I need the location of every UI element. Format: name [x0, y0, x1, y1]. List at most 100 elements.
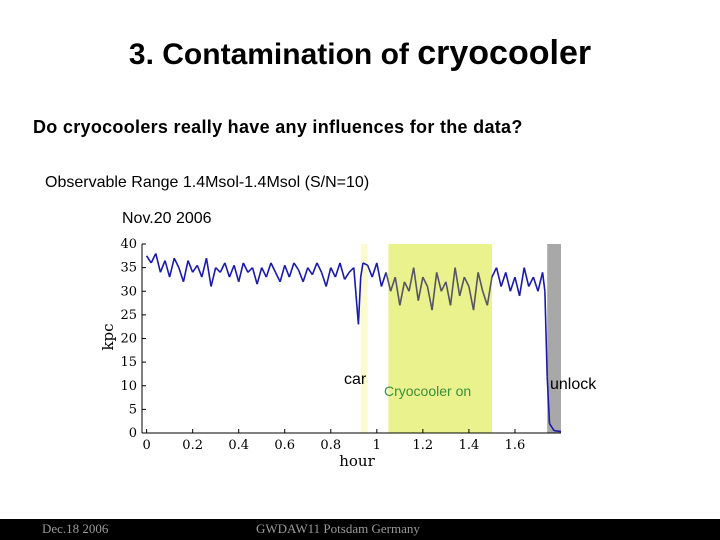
series-segment [224, 262, 231, 278]
car-band [360, 244, 368, 433]
series-segment [330, 267, 337, 278]
series-segment [509, 276, 516, 292]
x-tick-label: 1 [373, 438, 381, 453]
series-segment [449, 267, 456, 306]
series-segment [288, 262, 295, 278]
series-segment [454, 267, 461, 297]
observable-range-text: Observable Range 1.4Msol-1.4Msol (S/N=10… [45, 174, 370, 191]
series-segment [187, 260, 194, 273]
series-segment [553, 429, 562, 433]
x-tick-label: 0.2 [182, 438, 203, 453]
series-segment [173, 257, 180, 268]
unlock-band [547, 244, 561, 433]
title-prefix: 3. Contamination of [128, 38, 418, 71]
series-segment [256, 267, 263, 285]
series-segment [325, 267, 332, 287]
series-segment [463, 276, 470, 287]
series-segment [477, 272, 484, 292]
footer-bar: Dec.18 2006 GWDAW11 Potsdam Germany [0, 519, 720, 540]
series-segment [191, 264, 198, 273]
series-segment [242, 262, 249, 273]
series-segment [544, 291, 548, 377]
x-tick-label: 1.2 [413, 438, 434, 453]
title-emphasis: cryocooler [417, 34, 592, 72]
series-segment [215, 267, 221, 273]
series-segment [155, 253, 162, 273]
series-segment [366, 264, 373, 278]
series-segment [357, 277, 362, 325]
series-segment [339, 262, 346, 280]
series-segment [316, 262, 323, 273]
series-segment [435, 272, 443, 292]
annotation-unlock: unlock [550, 376, 597, 393]
series-segment [412, 267, 420, 301]
series-segment [343, 271, 350, 280]
series-segment [389, 276, 397, 292]
series-segment [353, 267, 357, 297]
chart-series [145, 253, 562, 433]
y-tick-label: 5 [129, 402, 137, 417]
series-segment [426, 286, 433, 311]
series-segment [385, 272, 392, 292]
series-segment [307, 267, 314, 276]
series-segment [279, 265, 286, 283]
series-segment [546, 376, 551, 424]
series-segment [260, 267, 268, 278]
series-segment [270, 262, 277, 273]
series-segment [182, 260, 189, 282]
series-segment [297, 269, 304, 283]
series-segment [440, 281, 447, 292]
y-tick-label: 35 [120, 261, 137, 276]
series-segment [403, 281, 410, 292]
series-segment [376, 262, 383, 287]
series-segment [514, 276, 521, 297]
series-segment [237, 262, 245, 282]
footer-date: Dec.18 2006 [42, 521, 109, 536]
series-segment [541, 272, 546, 292]
series-segment [228, 264, 235, 278]
series-segment [302, 267, 309, 283]
series-segment [445, 281, 452, 306]
series-segment [233, 265, 240, 283]
x-axis-label: hour [339, 452, 375, 470]
series-segment [168, 257, 176, 278]
series-segment [394, 276, 401, 306]
annotation-car: car [344, 371, 367, 388]
slide-title: 3. Contamination of cryocooler [0, 34, 720, 73]
x-tick-label: 0.6 [274, 438, 295, 453]
series-segment [311, 262, 318, 276]
y-tick-label: 20 [120, 332, 137, 347]
series-segment [528, 276, 535, 287]
series-segment [283, 264, 291, 278]
series-segment [495, 267, 502, 287]
series-segment [548, 423, 555, 432]
series-segment [274, 271, 281, 283]
footer-venue: GWDAW11 Potsdam Germany [256, 521, 420, 536]
series-segment [247, 267, 254, 273]
x-tick-label: 0 [142, 438, 150, 453]
series-segment [523, 267, 530, 287]
series-segment [468, 286, 475, 311]
series-segment [518, 267, 525, 297]
cryocooler-band [388, 244, 492, 433]
x-tick-label: 0.8 [320, 438, 341, 453]
series-segment [150, 253, 157, 264]
series-segment [145, 255, 152, 264]
series-segment [293, 262, 300, 271]
series-segment [458, 276, 466, 297]
series-segment [164, 260, 171, 278]
y-tick-label: 30 [120, 284, 137, 299]
series-segment [371, 262, 378, 278]
series-segment [205, 258, 212, 287]
x-tick-label: 1.4 [459, 438, 480, 453]
date-label: Nov.20 2006 [122, 210, 212, 227]
series-segment [380, 272, 387, 287]
series-segment [486, 276, 493, 306]
series-segment [504, 272, 512, 292]
x-tick-label: 0.4 [228, 438, 249, 453]
series-segment [431, 272, 438, 311]
series-segment [265, 262, 272, 278]
series-segment [491, 267, 498, 278]
y-tick-label: 0 [129, 426, 137, 441]
